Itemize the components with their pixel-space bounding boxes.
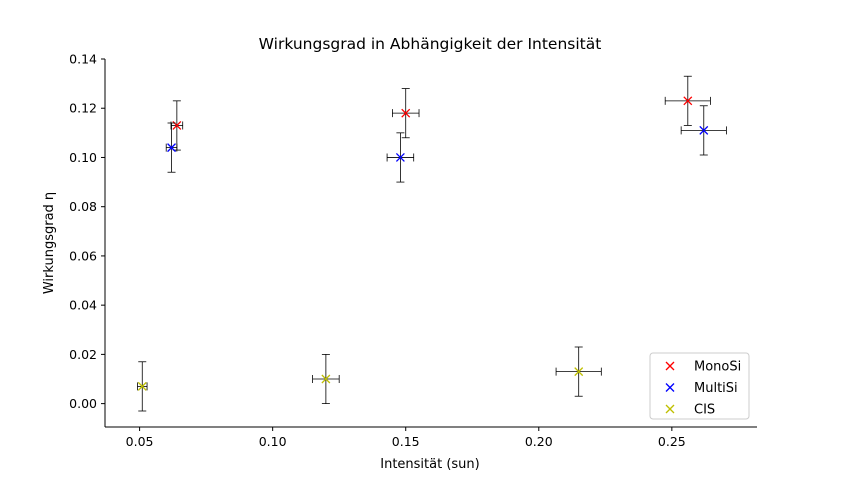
y-tick-label: 0.02 (69, 347, 97, 362)
data-point-multisi (167, 143, 176, 153)
x-tick-label: 0.20 (525, 434, 553, 449)
legend: MonoSi MultiSi CIS (649, 352, 750, 420)
chart-title: Wirkungsgrad in Abhängigkeit der Intensi… (259, 35, 602, 53)
data-point-multisi (395, 153, 405, 162)
plot-marks (137, 75, 727, 412)
data-point-cis (574, 367, 584, 377)
legend-marker (665, 404, 675, 414)
series-multisi (165, 105, 727, 183)
legend-marker (665, 361, 675, 371)
y-tick-label: 0.10 (69, 150, 97, 165)
legend-item-cis: CIS (665, 403, 715, 418)
y-tick-label: 0.08 (69, 199, 97, 214)
legend-label: CIS (694, 403, 715, 418)
y-axis-ticks: 0.00 0.02 0.04 0.06 0.08 0.10 0.12 0.14 (69, 52, 105, 411)
series-cis (137, 346, 602, 412)
y-tick-label: 0.04 (69, 298, 97, 313)
x-tick-label: 0.25 (658, 434, 686, 449)
legend-label: MonoSi (694, 360, 741, 375)
data-point-monosi (401, 108, 411, 118)
legend-label: MultiSi (694, 381, 738, 396)
y-tick-label: 0.12 (69, 101, 97, 116)
x-axis-ticks: 0.05 0.10 0.15 0.20 0.25 (126, 427, 686, 449)
x-tick-label: 0.15 (392, 434, 420, 449)
legend-item-monosi: MonoSi (665, 360, 741, 375)
x-axis-label: Intensität (sun) (380, 457, 479, 472)
legend-item-multisi: MultiSi (665, 381, 738, 396)
data-point-multisi (699, 125, 709, 135)
y-tick-label: 0.06 (69, 248, 97, 263)
data-point-monosi (683, 96, 693, 106)
data-point-cis (321, 374, 331, 384)
x-tick-label: 0.05 (126, 434, 154, 449)
data-point-cis (137, 381, 147, 391)
legend-marker (665, 383, 675, 392)
y-tick-label: 0.14 (69, 52, 97, 67)
legend-frame (649, 352, 750, 420)
y-axis-label: Wirkungsgrad η (42, 192, 57, 294)
y-tick-label: 0.00 (69, 396, 97, 411)
x-tick-label: 0.10 (259, 434, 287, 449)
